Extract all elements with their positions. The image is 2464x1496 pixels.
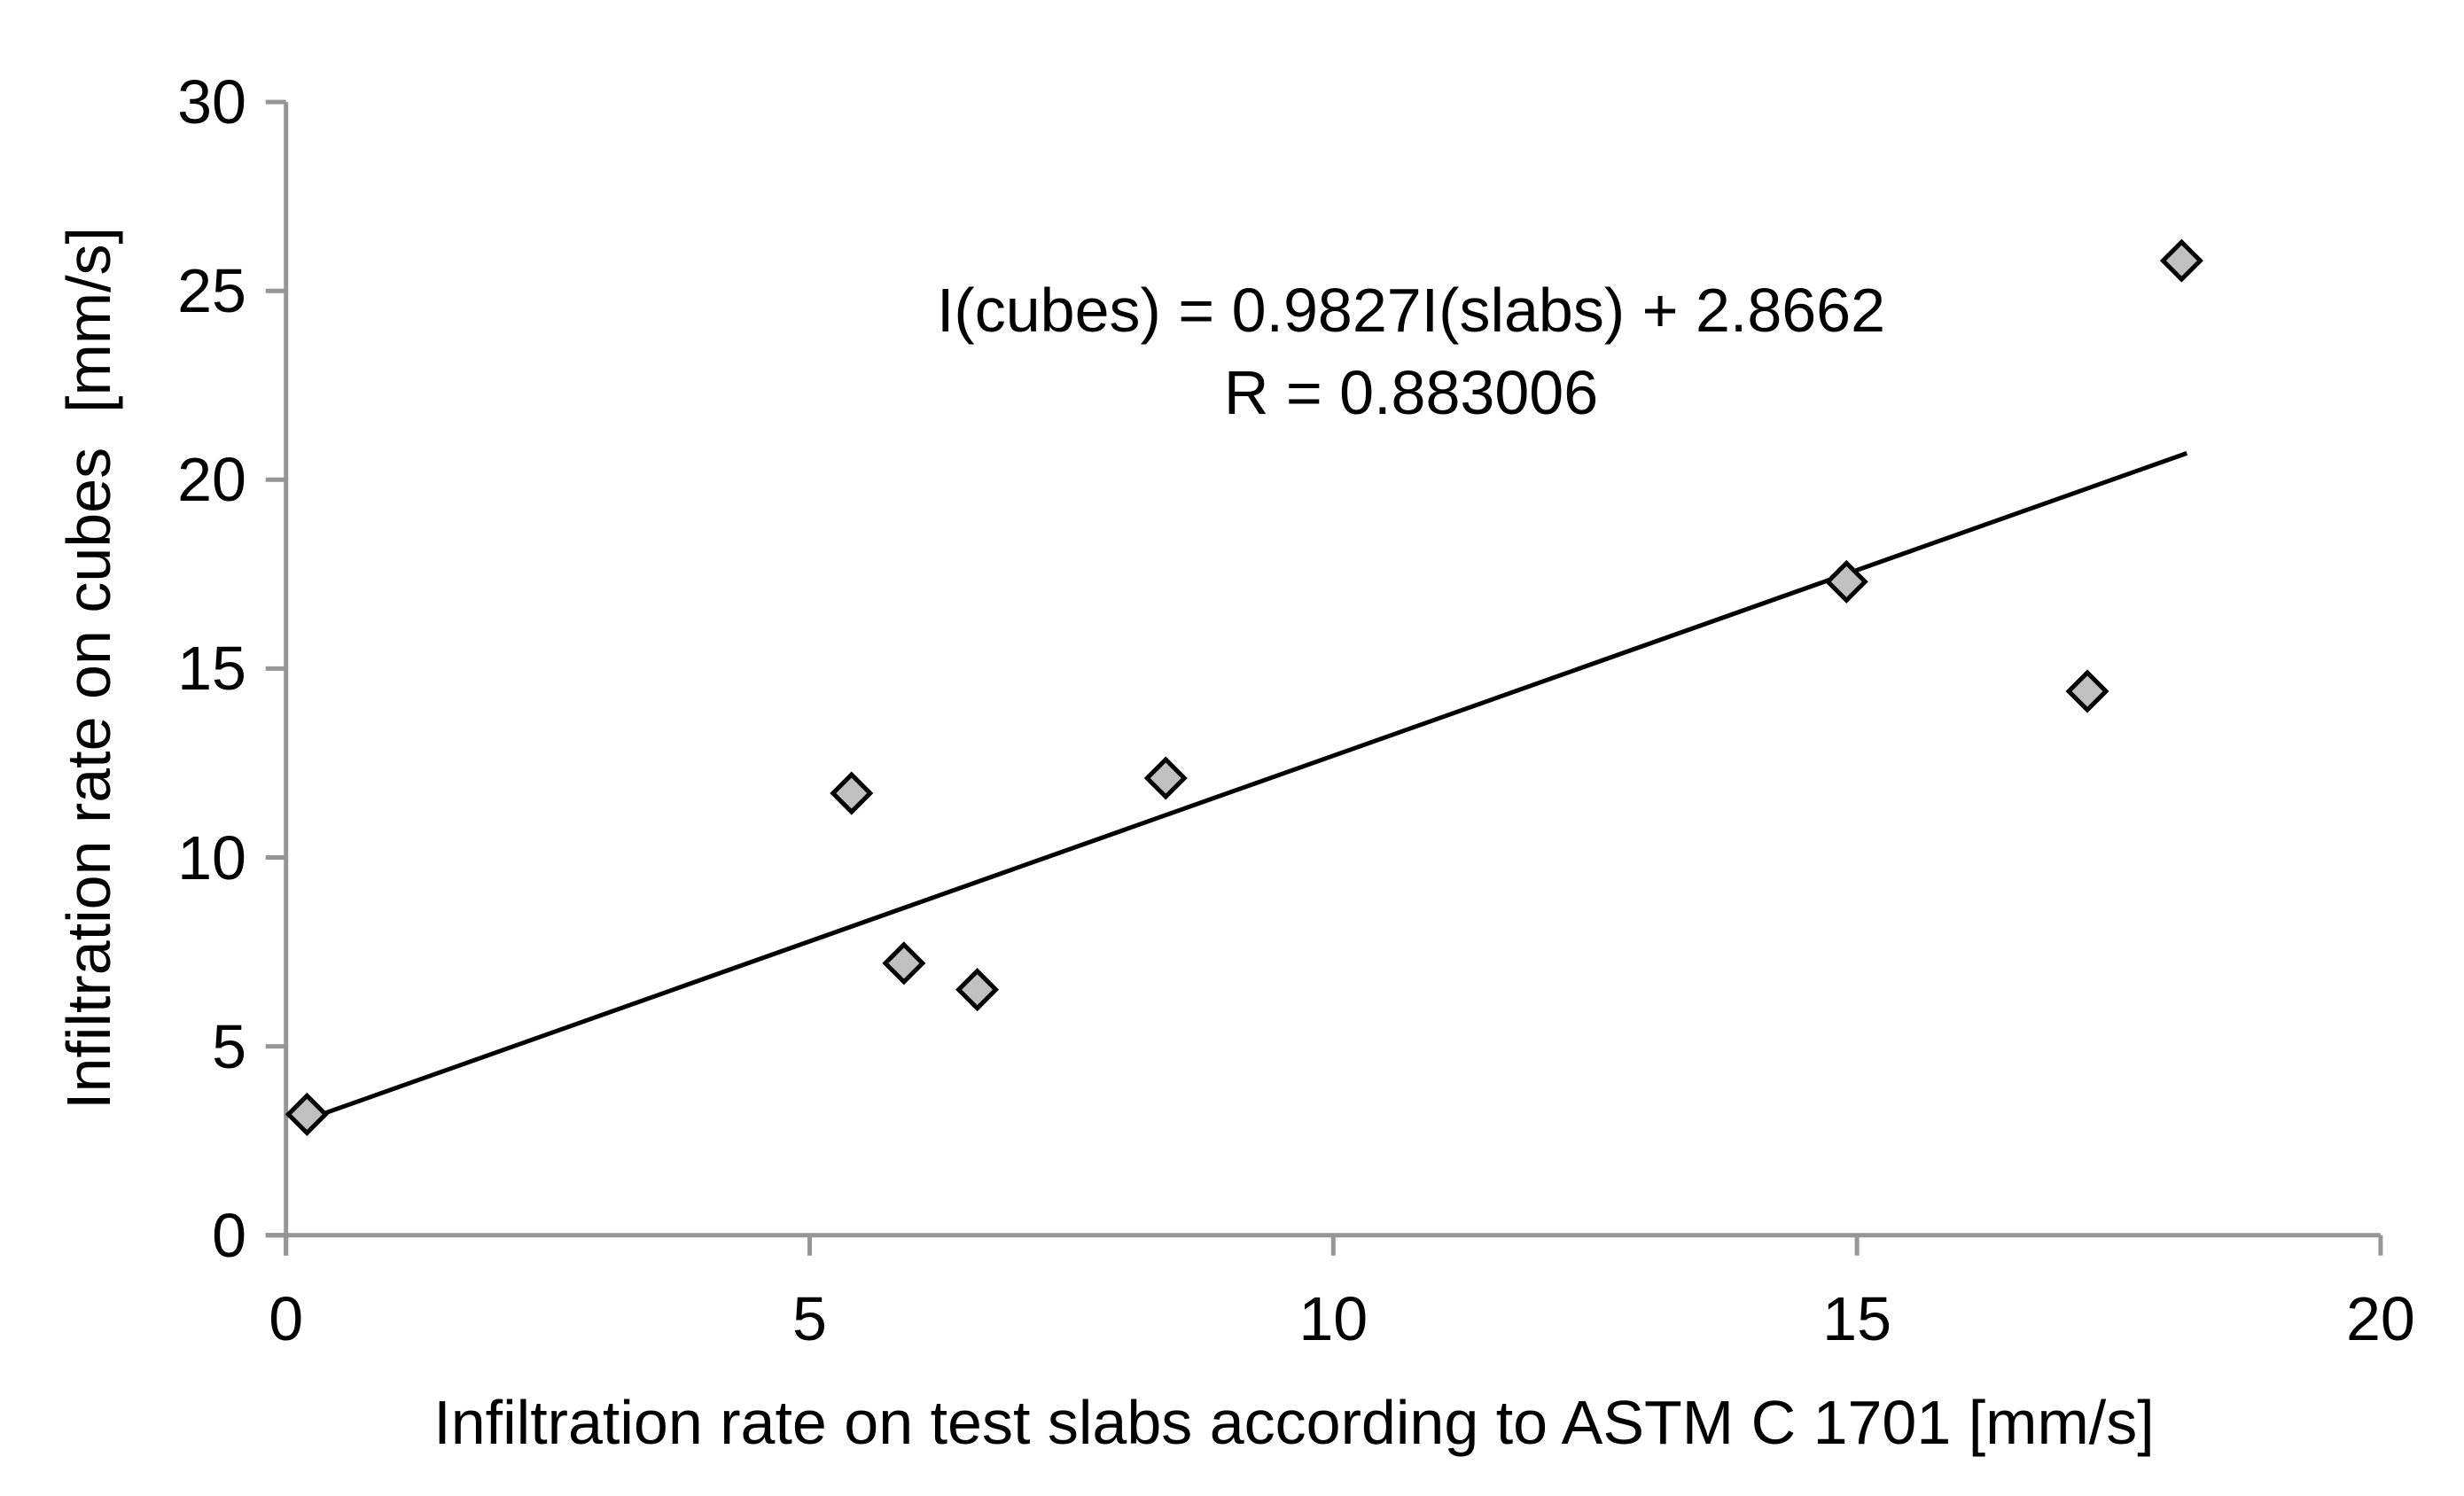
data-point-marker [1824, 559, 1868, 604]
data-point-marker [285, 1092, 329, 1136]
y-tick-label: 10 [177, 822, 246, 892]
data-point-marker [2065, 669, 2109, 713]
x-tick-label: 10 [1298, 1284, 1368, 1353]
data-point-marker [2159, 238, 2203, 283]
y-tick-label: 25 [177, 256, 246, 326]
y-axis-title: Infiltration rate on cubes [mm/s] [54, 227, 123, 1110]
x-tick-label: 5 [792, 1284, 827, 1353]
y-tick-label: 20 [177, 445, 246, 515]
trendline-annotation: I(cubes) = 0.9827I(slabs) + 2.8662 R = 0… [937, 269, 1885, 434]
x-tick-label: 0 [269, 1284, 304, 1353]
x-tick-label: 15 [1822, 1284, 1892, 1353]
x-axis-title: Infiltration rate on test slabs accordin… [433, 1388, 2155, 1457]
correlation-coefficient: R = 0.883006 [1223, 358, 1599, 427]
y-tick-label: 15 [177, 634, 246, 704]
data-point-marker [882, 941, 926, 986]
x-tick-label: 20 [2345, 1284, 2415, 1353]
data-point-marker [1143, 756, 1188, 800]
y-tick-label: 5 [212, 1011, 246, 1081]
y-tick-label: 0 [212, 1200, 246, 1270]
trend-line [311, 451, 2188, 1120]
data-point-marker [830, 771, 874, 815]
y-tick-label: 30 [177, 67, 246, 137]
trendline-equation: I(cubes) = 0.9827I(slabs) + 2.8662 [936, 276, 1886, 345]
data-point-marker [955, 968, 1000, 1012]
